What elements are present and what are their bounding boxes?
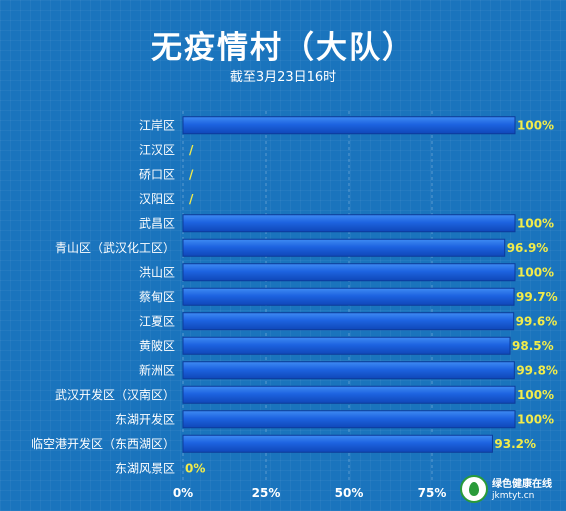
- bar: [182, 336, 511, 355]
- bar: [182, 385, 516, 404]
- watermark-url: jkmtyt.cn: [492, 491, 535, 501]
- value-label: 100%: [517, 118, 554, 132]
- value-label: /: [189, 167, 194, 181]
- x-tick-label: 25%: [252, 486, 281, 500]
- category-label: 江夏区: [139, 314, 175, 328]
- value-label: 96.9%: [507, 241, 549, 255]
- category-label: 汉阳区: [139, 192, 175, 206]
- bar: [182, 410, 516, 429]
- x-tick-label: 50%: [335, 486, 364, 500]
- bar: [182, 263, 516, 282]
- bar: [182, 434, 493, 453]
- value-label: /: [189, 192, 194, 206]
- category-label: 东湖开发区: [115, 411, 175, 426]
- category-label: 江岸区: [139, 118, 175, 132]
- value-label: /: [189, 143, 194, 157]
- chart-subtitle: 截至3月23日16时: [229, 70, 337, 85]
- category-label: 黄陂区: [139, 338, 175, 353]
- value-label: 100%: [517, 216, 554, 230]
- bar: [182, 238, 506, 257]
- bar: [182, 312, 515, 331]
- chart-title: 无疫情村（大队）: [151, 30, 415, 66]
- value-label: 0%: [185, 461, 205, 475]
- value-label: 99.7%: [516, 290, 558, 304]
- category-label: 洪山区: [139, 265, 175, 279]
- value-label: 98.5%: [512, 339, 554, 353]
- category-label: 新洲区: [139, 362, 175, 377]
- value-label: 100%: [517, 412, 554, 426]
- category-label: 武昌区: [139, 216, 175, 230]
- bar: [182, 287, 515, 306]
- leaf-logo-icon: [460, 475, 488, 503]
- bar: [182, 116, 516, 135]
- value-label: 99.8%: [516, 363, 558, 377]
- value-label: 99.6%: [516, 314, 558, 328]
- x-tick-label: 0%: [173, 486, 193, 500]
- category-label: 江汉区: [139, 143, 175, 157]
- watermark-text: 绿色健康在线: [492, 479, 552, 490]
- category-label: 武汉开发区（汉南区）: [55, 387, 175, 402]
- value-label: 100%: [517, 265, 554, 279]
- bar: [182, 214, 516, 233]
- value-label: 93.2%: [494, 437, 536, 451]
- category-label: 临空港开发区（东西湖区）: [31, 436, 175, 451]
- bar: [182, 361, 515, 380]
- value-label: 100%: [517, 388, 554, 402]
- category-label: 青山区（武汉化工区）: [55, 241, 175, 255]
- category-label: 硚口区: [139, 167, 175, 181]
- watermark: 绿色健康在线 jkmtyt.cn: [460, 473, 560, 507]
- x-tick-label: 75%: [418, 486, 447, 500]
- category-label: 蔡甸区: [139, 290, 175, 304]
- category-label: 东湖风景区: [115, 460, 175, 475]
